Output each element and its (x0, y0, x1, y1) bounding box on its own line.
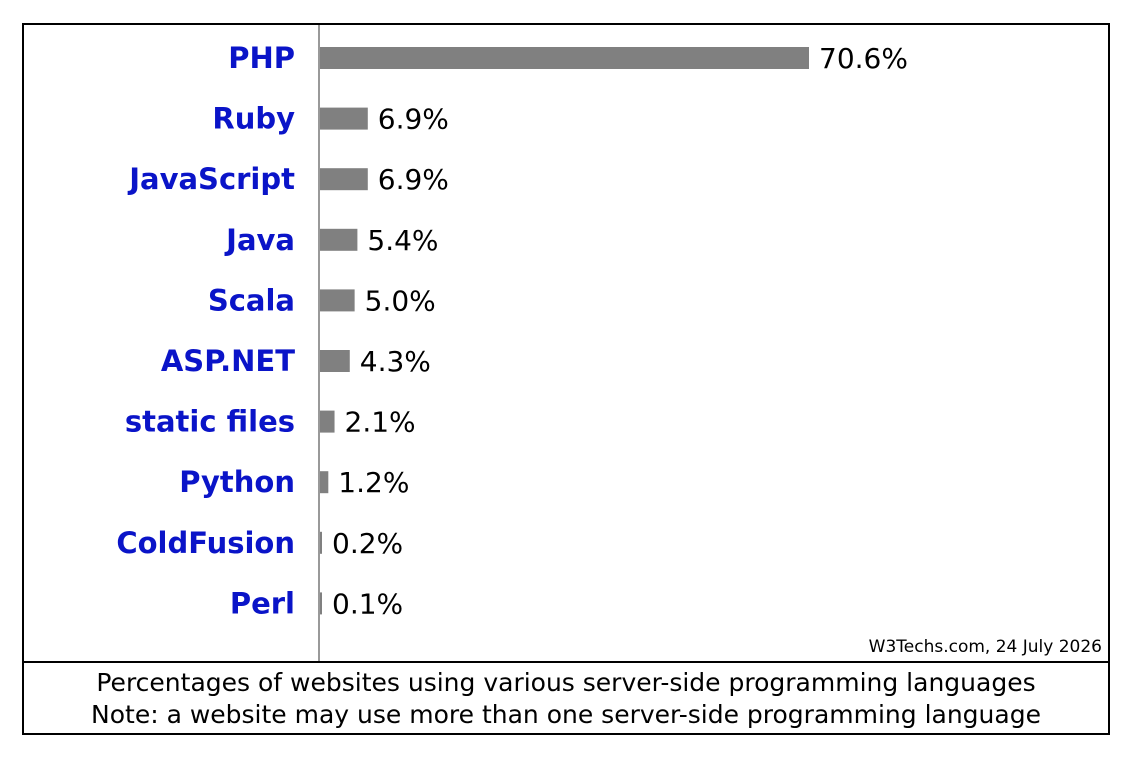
bar (320, 410, 335, 433)
bar-chart: PHP 70.6% Ruby 6.9% JavaScript 6.9% Java 5.4% Sc… (116, 25, 908, 661)
category-label: JavaScript (127, 162, 295, 196)
value-label: 1.2% (338, 466, 409, 499)
bar (320, 592, 322, 615)
category-label: Java (224, 223, 295, 257)
value-label: 5.0% (365, 284, 436, 317)
bar (320, 168, 368, 191)
value-label: 6.9% (378, 103, 449, 136)
value-label: 0.2% (332, 527, 403, 560)
value-label: 70.6% (819, 42, 908, 75)
category-label: ASP.NET (161, 344, 295, 378)
bar (320, 531, 322, 554)
value-label: 6.9% (378, 163, 449, 196)
caption-line-2: Note: a website may use more than one se… (91, 700, 1041, 729)
bar (320, 107, 368, 130)
bar (320, 228, 358, 251)
category-label: Ruby (212, 102, 295, 136)
category-label: Perl (230, 586, 295, 620)
chart-area: PHP 70.6% Ruby 6.9% JavaScript 6.9% Java 5.4% Sc… (24, 25, 1108, 661)
value-label: 4.3% (360, 345, 431, 378)
category-label: PHP (228, 41, 295, 75)
bar (320, 471, 329, 494)
source-credit: W3Techs.com, 24 July 2026 (868, 637, 1102, 657)
category-label: Python (179, 465, 295, 499)
category-label: static files (125, 405, 295, 439)
value-label: 0.1% (332, 587, 403, 620)
category-label: ColdFusion (116, 526, 295, 560)
chart-frame: PHP 70.6% Ruby 6.9% JavaScript 6.9% Java 5.4% Sc… (22, 23, 1110, 735)
bar (320, 47, 809, 69)
value-label: 5.4% (367, 224, 438, 257)
category-label: Scala (208, 283, 295, 317)
caption-line-1: Percentages of websites using various se… (96, 668, 1036, 697)
value-label: 2.1% (345, 406, 416, 439)
bar (320, 289, 355, 312)
bar (320, 350, 350, 372)
chart-caption: Percentages of websites using various se… (24, 661, 1108, 733)
